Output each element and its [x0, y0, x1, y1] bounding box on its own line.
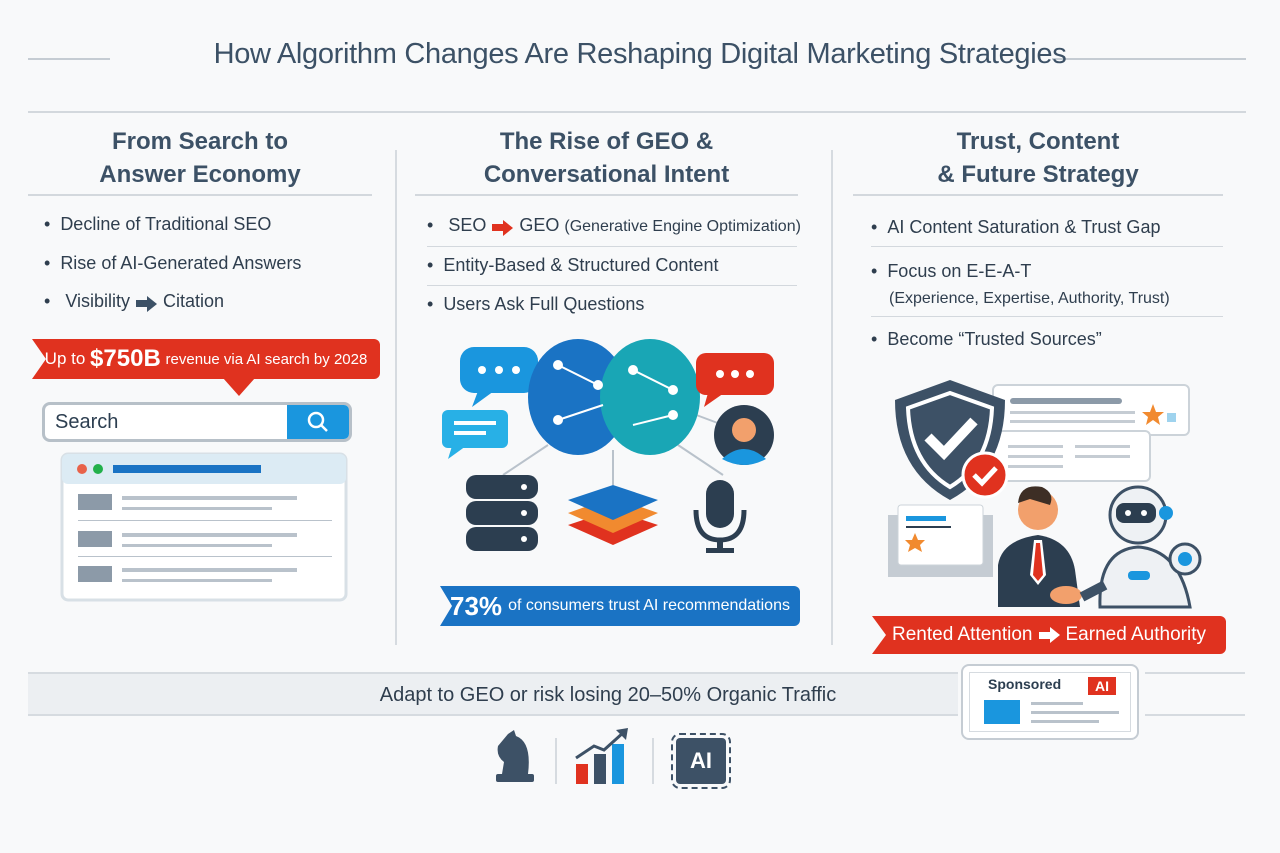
- bullet-item: Focus on E-E-A-T: [871, 261, 1031, 282]
- bullet-divider: [427, 285, 797, 286]
- ai-chip-icon: AI: [671, 733, 731, 789]
- arrow-down-icon: [223, 378, 255, 396]
- chat-bubble-icon: [696, 353, 774, 407]
- trust-stat-banner: 73% of consumers trust AI recommendations: [440, 586, 800, 626]
- header-divider: [28, 111, 1246, 113]
- column-3-heading: Trust, Content & Future Strategy: [853, 125, 1223, 191]
- handshake-icon: [998, 486, 1082, 607]
- heading-line: Answer Economy: [99, 161, 301, 188]
- footer-cta: Adapt to GEO or risk losing 20–50% Organ…: [379, 684, 837, 706]
- ai-network-illustration: [442, 339, 774, 553]
- heading-underline: [853, 194, 1223, 196]
- bullet-divider: [871, 316, 1223, 317]
- bullet-divider: [871, 246, 1223, 247]
- robot-icon: [1079, 485, 1202, 609]
- stat-text: of consumers trust AI recommendations: [508, 597, 790, 614]
- heading-line: & Future Strategy: [937, 161, 1139, 188]
- search-results-window-illustration: [60, 452, 348, 602]
- heading-underline: [28, 194, 372, 196]
- footer-band-right: [1145, 672, 1245, 716]
- bullet-item: Decline of Traditional SEO: [44, 214, 271, 235]
- ribbon-suffix: revenue via AI search by 2028: [165, 350, 368, 368]
- search-bar[interactable]: Search: [42, 402, 352, 442]
- seo-label: SEO: [448, 215, 487, 235]
- bullet-item: Entity-Based & Structured Content: [427, 255, 718, 276]
- column-2-heading: The Rise of GEO & Conversational Intent: [415, 125, 798, 191]
- icon-divider: [555, 738, 557, 784]
- visibility-label: Visibility: [65, 291, 131, 311]
- brain-icon: [528, 339, 700, 455]
- title-rule-left: [28, 58, 110, 60]
- sponsored-label: Sponsored: [988, 676, 1062, 692]
- search-input[interactable]: Search: [55, 411, 119, 433]
- shield-check-icon: [895, 380, 1009, 500]
- chess-knight-icon: [496, 730, 534, 782]
- icon-divider: [652, 738, 654, 784]
- bullet-visibility-citation: Visibility Citation: [44, 291, 224, 312]
- geo-label: GEO: [519, 215, 560, 235]
- chat-bubble-icon: [442, 410, 508, 459]
- heading-line: Trust, Content: [956, 128, 1120, 155]
- ad-text-line: [1031, 702, 1083, 705]
- bullet-divider: [427, 246, 797, 247]
- page-title: How Algorithm Changes Are Reshaping Digi…: [213, 38, 1067, 70]
- geo-note: (Generative Engine Optimization): [564, 218, 801, 235]
- heading-line: From Search to: [111, 128, 289, 155]
- citation-label: Citation: [163, 291, 225, 311]
- bullet-item: Rise of AI-Generated Answers: [44, 253, 301, 274]
- eeat-detail: (Experience, Expertise, Authority, Trust…: [889, 290, 1170, 307]
- ad-text-line: [1031, 711, 1119, 714]
- authority-ribbon: Rented Attention Earned Authority: [872, 616, 1226, 654]
- ad-image: [984, 700, 1020, 724]
- bullet-item: AI Content Saturation & Trust Gap: [871, 217, 1160, 238]
- user-avatar-icon: [714, 405, 774, 465]
- search-icon: [307, 411, 328, 432]
- layers-icon: [568, 485, 658, 545]
- ai-badge: AI: [1088, 677, 1116, 695]
- heading-underline: [415, 194, 798, 196]
- ribbon-amount: $750B: [90, 345, 161, 372]
- ribbon-prefix: Up to: [44, 349, 86, 368]
- bullet-item: Become “Trusted Sources”: [871, 329, 1101, 350]
- arrow-right-icon: [136, 295, 158, 312]
- database-icon: [466, 475, 538, 551]
- chat-bubble-icon: [460, 347, 538, 407]
- column-divider: [395, 150, 397, 645]
- footer-band: [28, 672, 958, 716]
- bullet-item: Users Ask Full Questions: [427, 294, 644, 315]
- ad-text-line: [1031, 720, 1099, 723]
- ribbon-to: Earned Authority: [1065, 624, 1206, 645]
- bullet-seo-geo: SEO GEO (Generative Engine Optimization): [427, 215, 801, 236]
- sponsored-ad-card: Sponsored AI: [961, 664, 1139, 740]
- ribbon-from: Rented Attention: [892, 624, 1033, 645]
- growth-chart-icon: [575, 728, 628, 784]
- revenue-ribbon: Up to $750B revenue via AI search by 202…: [32, 339, 380, 379]
- column-1-heading: From Search to Answer Economy: [28, 125, 372, 191]
- trust-illustration: [888, 380, 1202, 609]
- search-button[interactable]: [287, 405, 349, 439]
- microphone-icon: [693, 480, 747, 553]
- column-divider: [831, 150, 833, 645]
- stat-value: 73%: [450, 590, 503, 621]
- heading-line: The Rise of GEO &: [499, 128, 714, 155]
- arrow-right-icon: [1038, 627, 1060, 643]
- arrow-right-icon: [492, 219, 514, 236]
- heading-line: Conversational Intent: [483, 161, 730, 188]
- title-rule-right: [1052, 58, 1246, 60]
